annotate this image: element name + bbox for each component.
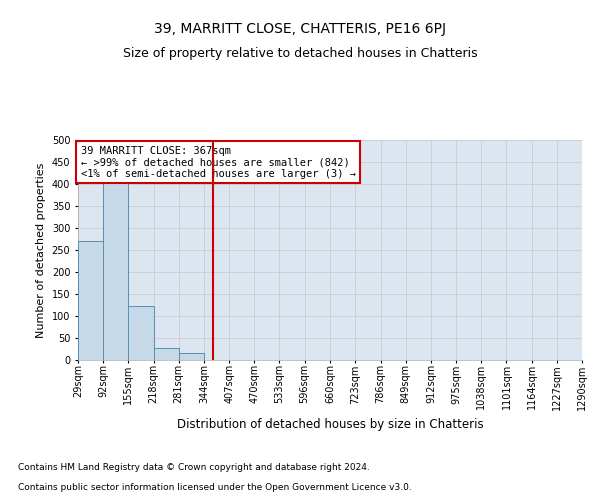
Bar (78, 241, 103, 360)
Bar (103, 181, 128, 360)
Y-axis label: Number of detached properties: Number of detached properties (36, 162, 46, 338)
Text: Contains HM Land Registry data © Crown copyright and database right 2024.: Contains HM Land Registry data © Crown c… (18, 462, 370, 471)
Bar (154, 348, 179, 360)
Bar (179, 354, 204, 360)
Text: Size of property relative to detached houses in Chatteris: Size of property relative to detached ho… (122, 48, 478, 60)
Text: 39, MARRITT CLOSE, CHATTERIS, PE16 6PJ: 39, MARRITT CLOSE, CHATTERIS, PE16 6PJ (154, 22, 446, 36)
X-axis label: Distribution of detached houses by size in Chatteris: Distribution of detached houses by size … (176, 418, 484, 431)
Text: Contains public sector information licensed under the Open Government Licence v3: Contains public sector information licen… (18, 482, 412, 492)
Bar (128, 306, 154, 360)
Text: 39 MARRITT CLOSE: 367sqm
← >99% of detached houses are smaller (842)
<1% of semi: 39 MARRITT CLOSE: 367sqm ← >99% of detac… (80, 146, 356, 178)
